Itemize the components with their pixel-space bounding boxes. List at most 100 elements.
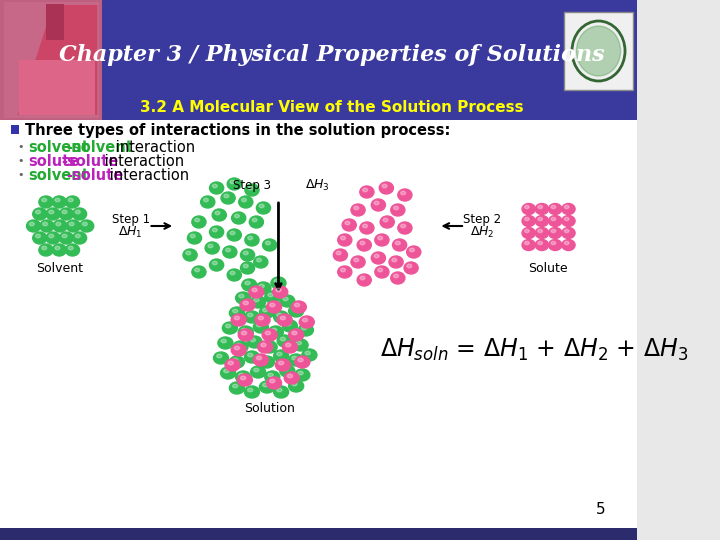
Ellipse shape (378, 236, 382, 240)
Ellipse shape (400, 224, 405, 228)
Ellipse shape (39, 196, 53, 208)
Ellipse shape (228, 229, 241, 241)
Ellipse shape (248, 236, 253, 240)
Ellipse shape (275, 359, 290, 371)
Ellipse shape (221, 339, 226, 343)
FancyBboxPatch shape (0, 0, 636, 120)
Ellipse shape (230, 307, 245, 319)
Ellipse shape (55, 246, 60, 250)
Ellipse shape (248, 353, 253, 357)
Ellipse shape (538, 205, 542, 208)
Ellipse shape (253, 256, 268, 268)
Text: Solute: Solute (528, 262, 568, 275)
Ellipse shape (256, 202, 271, 214)
Ellipse shape (262, 329, 277, 341)
Ellipse shape (221, 192, 235, 204)
Ellipse shape (407, 264, 412, 268)
Ellipse shape (258, 316, 264, 320)
Ellipse shape (212, 228, 217, 232)
Ellipse shape (210, 259, 224, 271)
Ellipse shape (228, 361, 233, 365)
Ellipse shape (394, 274, 399, 278)
Ellipse shape (68, 198, 73, 202)
Ellipse shape (535, 215, 549, 226)
Polygon shape (18, 5, 97, 115)
Ellipse shape (338, 234, 352, 246)
Ellipse shape (564, 205, 569, 208)
Ellipse shape (525, 230, 529, 233)
Ellipse shape (280, 337, 286, 341)
Ellipse shape (80, 220, 94, 232)
Ellipse shape (391, 204, 405, 216)
Ellipse shape (224, 369, 229, 373)
Ellipse shape (538, 230, 542, 233)
Ellipse shape (194, 218, 199, 222)
Ellipse shape (73, 232, 86, 244)
Ellipse shape (562, 240, 575, 251)
Ellipse shape (76, 210, 80, 214)
Ellipse shape (274, 279, 279, 283)
Ellipse shape (380, 216, 395, 228)
Ellipse shape (549, 215, 562, 226)
Ellipse shape (535, 240, 549, 251)
Ellipse shape (564, 230, 569, 233)
Ellipse shape (292, 382, 297, 386)
Ellipse shape (259, 204, 264, 208)
Ellipse shape (256, 258, 261, 262)
Ellipse shape (292, 356, 297, 360)
Ellipse shape (280, 365, 294, 377)
Ellipse shape (222, 322, 238, 334)
Ellipse shape (392, 258, 397, 262)
Ellipse shape (218, 337, 233, 349)
Ellipse shape (240, 249, 255, 261)
Ellipse shape (360, 186, 374, 198)
Ellipse shape (183, 249, 197, 261)
Ellipse shape (238, 374, 253, 386)
Ellipse shape (66, 244, 80, 256)
Ellipse shape (345, 221, 350, 225)
Ellipse shape (351, 204, 365, 216)
Ellipse shape (234, 346, 240, 350)
Ellipse shape (360, 241, 365, 245)
Ellipse shape (62, 210, 67, 214)
Ellipse shape (233, 384, 238, 388)
Ellipse shape (59, 208, 73, 220)
Ellipse shape (293, 339, 308, 351)
Ellipse shape (59, 232, 73, 244)
Ellipse shape (265, 291, 280, 303)
Ellipse shape (280, 316, 286, 320)
FancyBboxPatch shape (46, 4, 63, 40)
Ellipse shape (410, 248, 415, 252)
Ellipse shape (236, 343, 241, 347)
Ellipse shape (357, 274, 372, 286)
Ellipse shape (392, 239, 407, 251)
Ellipse shape (341, 236, 346, 240)
Ellipse shape (256, 323, 261, 327)
Ellipse shape (522, 215, 535, 226)
Ellipse shape (302, 349, 317, 361)
Ellipse shape (224, 194, 229, 198)
Ellipse shape (374, 201, 379, 205)
Text: Step 1: Step 1 (112, 213, 150, 226)
Ellipse shape (253, 354, 269, 366)
Text: -solute: -solute (61, 153, 118, 168)
Ellipse shape (525, 205, 529, 208)
Ellipse shape (302, 318, 307, 322)
Text: Chapter 3 / Physical Properties of Solutions: Chapter 3 / Physical Properties of Solut… (59, 44, 604, 66)
Ellipse shape (69, 222, 74, 226)
Ellipse shape (296, 341, 302, 345)
Ellipse shape (230, 180, 235, 184)
Ellipse shape (56, 222, 60, 226)
Ellipse shape (294, 303, 300, 307)
Ellipse shape (265, 343, 271, 347)
Ellipse shape (289, 354, 304, 366)
Ellipse shape (30, 222, 35, 226)
Ellipse shape (280, 295, 294, 307)
Ellipse shape (241, 198, 246, 202)
Ellipse shape (201, 196, 215, 208)
Ellipse shape (298, 358, 303, 362)
Ellipse shape (535, 204, 549, 214)
Ellipse shape (230, 231, 235, 235)
Ellipse shape (249, 216, 264, 228)
Ellipse shape (522, 204, 535, 214)
